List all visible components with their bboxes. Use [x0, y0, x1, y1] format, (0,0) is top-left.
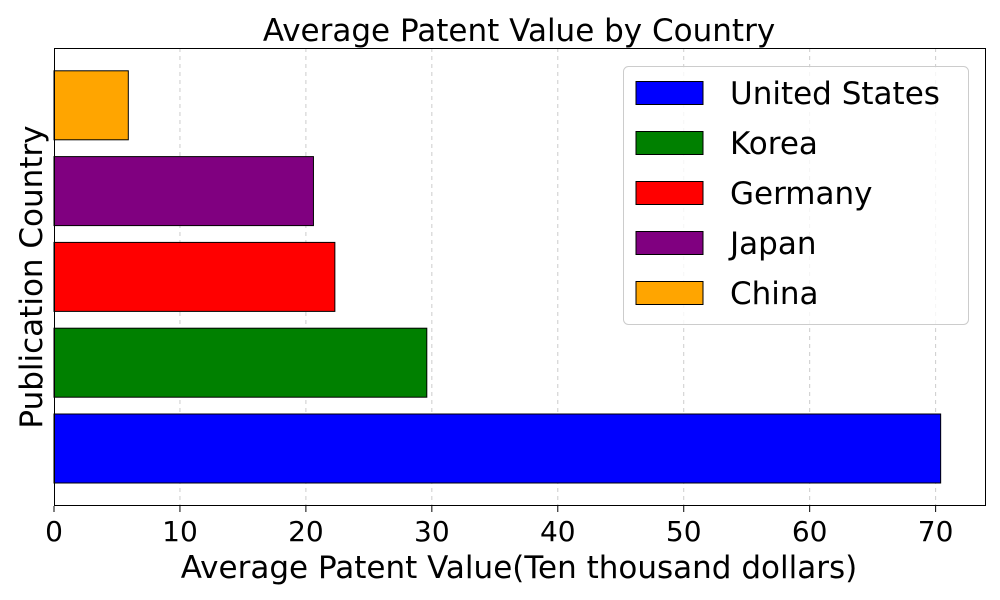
legend: United States Korea Germany Japan China	[623, 66, 969, 325]
x-tick-label: 50	[666, 515, 702, 548]
legend-swatch	[635, 231, 704, 255]
legend-label: Korea	[730, 126, 818, 162]
bars	[53, 70, 942, 484]
x-tick-label: 60	[792, 515, 828, 548]
x-tick-label: 0	[45, 515, 63, 548]
bar-japan	[53, 156, 314, 227]
x-tick-label: 70	[918, 515, 954, 548]
x-axis-label: Average Patent Value(Ten thousand dollar…	[181, 550, 857, 586]
legend-label: China	[730, 276, 819, 312]
y-axis-label: Publication Country	[14, 125, 50, 428]
legend-box	[623, 66, 969, 325]
legend-label: Germany	[730, 176, 872, 212]
bar-germany	[53, 241, 336, 312]
x-ticks: 0 10 20 30 40 50 60 70	[45, 506, 953, 548]
x-tick-label: 10	[162, 515, 198, 548]
x-tick-label: 20	[288, 515, 324, 548]
bar-china	[53, 70, 129, 141]
legend-items: United States Korea Germany Japan China	[635, 76, 940, 312]
chart-title: Average Patent Value by Country	[263, 13, 775, 49]
legend-label: Japan	[728, 226, 816, 262]
legend-swatch	[635, 131, 704, 155]
x-tick-label: 40	[540, 515, 576, 548]
bar-united-states	[53, 413, 942, 484]
bar-korea	[53, 327, 428, 398]
legend-label: United States	[730, 76, 940, 112]
x-tick-label: 30	[414, 515, 450, 548]
plot-frame	[54, 48, 986, 506]
legend-swatch	[635, 181, 704, 205]
legend-swatch	[635, 81, 704, 105]
legend-swatch	[635, 281, 704, 305]
